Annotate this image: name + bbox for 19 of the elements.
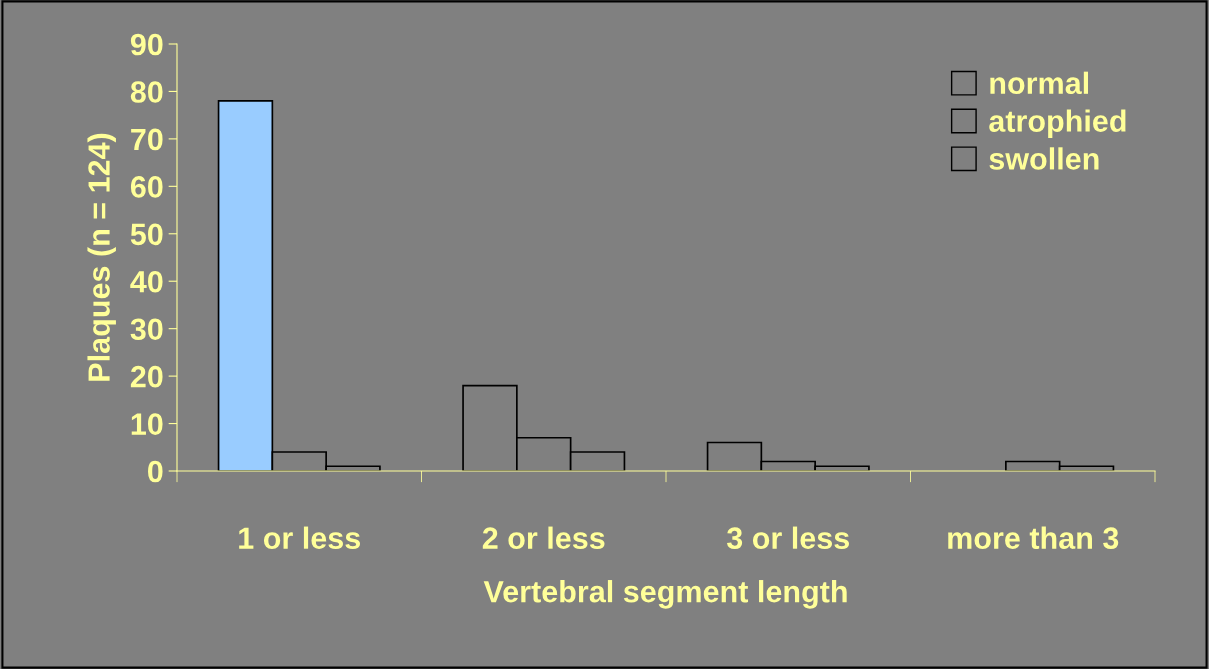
x-tick-label: 1 or less bbox=[239, 526, 360, 549]
legend-label: swollen bbox=[989, 147, 1099, 170]
y-tick-label: 90 bbox=[130, 33, 163, 56]
y-tick-label: 60 bbox=[130, 176, 163, 198]
y-tick-label: 30 bbox=[130, 318, 163, 341]
y-tick-label: 10 bbox=[131, 413, 163, 435]
y-tick-label: 0 bbox=[148, 460, 163, 483]
y-tick-label: 70 bbox=[131, 128, 163, 151]
legend-label: normal bbox=[990, 71, 1089, 95]
legend-label: atrophied bbox=[989, 109, 1126, 138]
y-tick-label: 50 bbox=[130, 223, 163, 246]
x-tick-label: 3 or less bbox=[726, 526, 849, 550]
y-tick-label: 40 bbox=[130, 270, 163, 293]
x-tick-label: 2 or less bbox=[482, 526, 605, 549]
x-axis-title: Vertebral segment length bbox=[483, 580, 847, 609]
y-tick-label: 20 bbox=[130, 365, 163, 388]
x-tick-label: more than 3 bbox=[948, 526, 1119, 550]
y-axis-title: Plaques (n = 124) bbox=[87, 133, 116, 381]
y-tick-label: 80 bbox=[130, 81, 163, 103]
